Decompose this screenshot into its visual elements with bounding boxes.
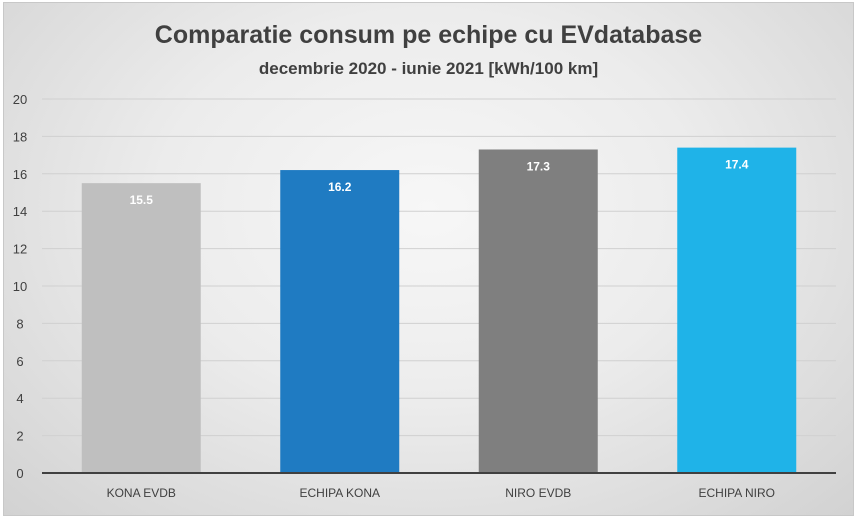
y-tick-label: 12 [13,242,27,257]
y-tick-label: 18 [13,129,27,144]
x-tick-label: KONA EVDB [107,486,176,500]
y-tick-label: 8 [16,316,23,331]
y-tick-label: 4 [16,391,23,406]
y-tick-label: 10 [13,279,27,294]
y-tick-label: 14 [13,204,27,219]
bar [677,147,797,473]
data-label: 16.2 [328,180,352,194]
bar [81,183,201,473]
y-tick-label: 2 [16,429,23,444]
data-label: 17.3 [527,159,551,173]
data-label: 15.5 [130,193,154,207]
y-tick-label: 16 [13,167,27,182]
y-tick-label: 0 [16,466,23,481]
chart-subtitle: decembrie 2020 - iunie 2021 [kWh/100 km] [258,59,599,78]
data-label: 17.4 [725,158,749,172]
y-tick-label: 20 [13,92,27,107]
bar [478,149,598,474]
x-tick-label: NIRO EVDB [505,486,571,500]
x-tick-label: ECHIPA NIRO [699,486,775,500]
bar [280,170,400,473]
chart-title: Comparatie consum pe echipe cu EVdatabas… [154,21,703,49]
y-tick-label: 6 [16,354,23,369]
x-tick-label: ECHIPA KONA [300,486,380,500]
